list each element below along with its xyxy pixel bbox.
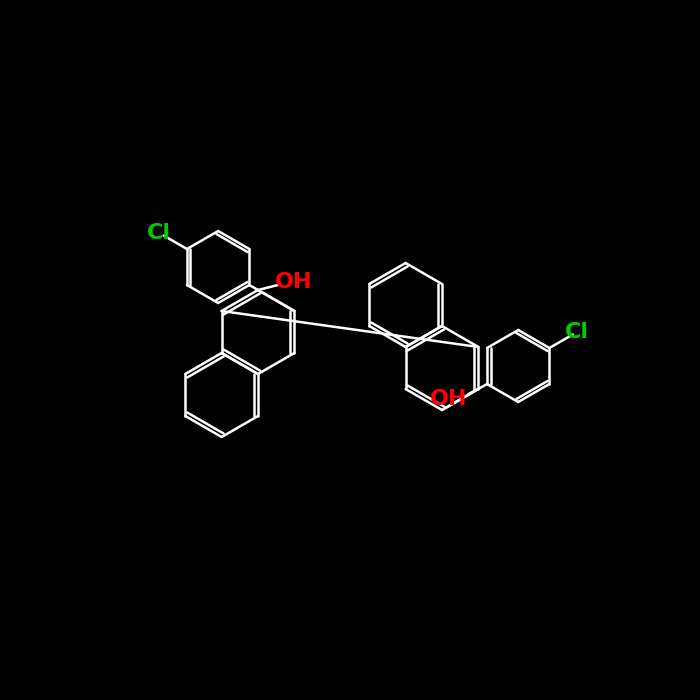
Text: Cl: Cl bbox=[565, 322, 589, 342]
Text: Cl: Cl bbox=[147, 223, 172, 243]
Text: OH: OH bbox=[430, 389, 467, 409]
Text: OH: OH bbox=[275, 272, 313, 292]
